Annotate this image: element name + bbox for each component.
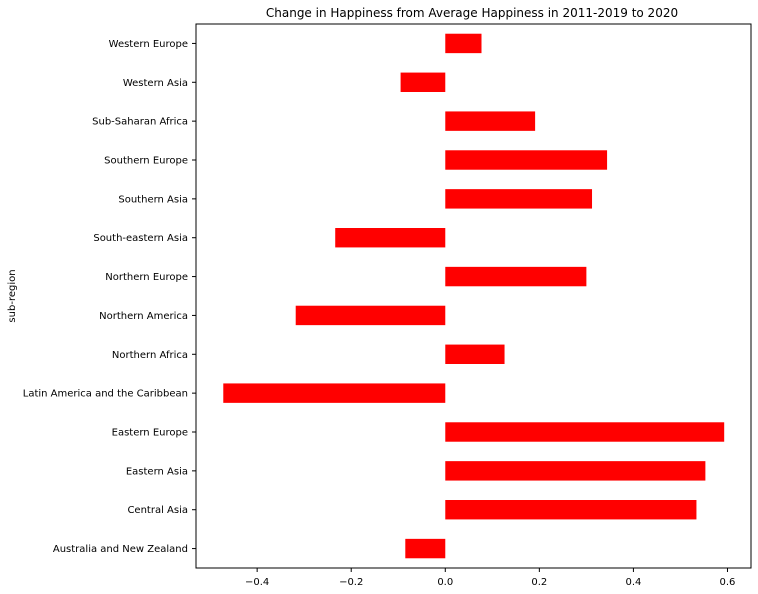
bar-7: [445, 266, 587, 287]
y-tick-label: Eastern Asia: [126, 466, 188, 477]
y-tick-label: Northern Africa: [112, 350, 188, 361]
y-tick-label: Northern America: [99, 311, 188, 322]
y-tick-label: Western Europe: [109, 39, 188, 50]
bar-5: [445, 344, 505, 364]
bar-3: [445, 422, 725, 442]
y-tick-label: Sub-Saharan Africa: [92, 117, 188, 128]
y-axis-ticks: Australia and New Zealand Central Asia Eas…: [23, 39, 196, 555]
y-tick-label: Southern Europe: [104, 156, 188, 167]
bar-11: [445, 111, 536, 131]
x-tick-label: −0.2: [339, 577, 363, 588]
x-tick-label: 0.6: [720, 577, 736, 588]
plot-area-frame: [195, 23, 752, 569]
x-tick-label: 0.0: [437, 577, 453, 588]
y-tick-label: Eastern Europe: [112, 428, 188, 439]
y-axis-title: sub-region: [7, 269, 18, 322]
bar-12: [400, 72, 446, 92]
y-tick-label: Latin America and the Caribbean: [23, 389, 188, 400]
bar-1: [445, 500, 697, 520]
y-tick-label: Western Asia: [123, 78, 188, 89]
x-tick-label: 0.4: [625, 577, 641, 588]
bar-8: [335, 228, 446, 248]
y-tick-label: Central Asia: [127, 505, 188, 516]
chart-title: Change in Happiness from Average Happine…: [266, 6, 678, 20]
bar-6: [295, 305, 446, 326]
bars-group: [223, 33, 725, 559]
bar-10: [445, 150, 608, 170]
x-axis-ticks: −0.4 −0.2 0.0 0.2 0.4 0.6: [245, 568, 735, 588]
y-tick-label: South-eastern Asia: [93, 233, 188, 244]
bar-4: [223, 383, 446, 403]
y-tick-label: Australia and New Zealand: [53, 544, 188, 555]
x-tick-label: 0.2: [531, 577, 547, 588]
bar-2: [445, 461, 706, 481]
bar-9: [445, 189, 593, 209]
y-tick-label: Southern Asia: [118, 194, 188, 205]
y-tick-label: Northern Europe: [105, 272, 188, 283]
bar-0: [405, 538, 446, 559]
x-tick-label: −0.4: [245, 577, 269, 588]
bar-13: [445, 33, 482, 54]
